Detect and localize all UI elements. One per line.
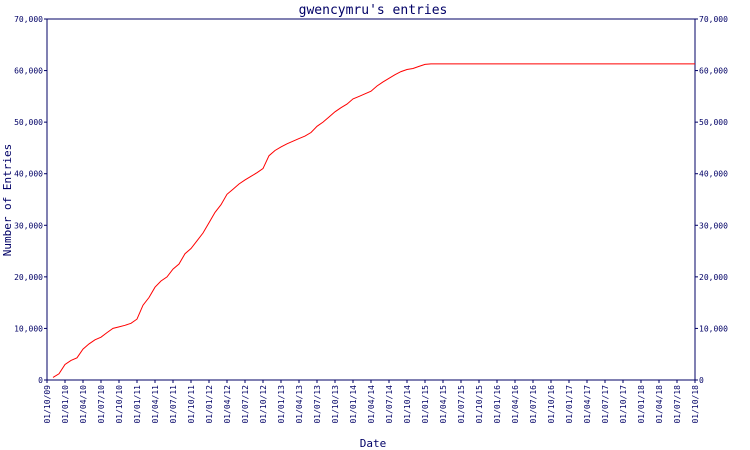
x-tick-label: 01/01/17 — [565, 385, 574, 424]
plot-area — [46, 18, 696, 381]
series-line — [52, 63, 695, 378]
x-tick-label: 01/04/12 — [223, 385, 232, 424]
y-tick-label-right: 10,000 — [699, 324, 728, 333]
x-tick-label: 01/07/13 — [313, 385, 322, 424]
x-tick-label: 01/01/13 — [277, 385, 286, 424]
y-tick-label-left: 20,000 — [14, 273, 43, 282]
x-tick-label: 01/07/11 — [169, 385, 178, 424]
y-tick-label-left: 50,000 — [14, 118, 43, 127]
y-axis-left: 0 10,000 20,000 30,000 40,000 50,000 60,000 70,… — [14, 15, 47, 385]
y-tick-label-right: 40,000 — [699, 170, 728, 179]
x-tick-label: 01/01/10 — [61, 385, 70, 424]
x-tick-label: 01/01/16 — [493, 385, 502, 424]
x-tick-label: 01/10/09 — [43, 385, 52, 424]
y-tick-label-left: 10,000 — [14, 324, 43, 333]
x-tick-label: 01/04/15 — [439, 385, 448, 424]
x-tick-label: 01/10/18 — [691, 385, 700, 424]
x-tick-label: 01/04/16 — [511, 385, 520, 424]
x-tick-label: 01/10/15 — [475, 385, 484, 424]
chart-title: gwencymru's entries — [299, 3, 448, 18]
y-tick-label-left: 40,000 — [14, 170, 43, 179]
x-tick-label: 01/01/11 — [133, 385, 142, 424]
x-tick-label: 01/07/16 — [529, 385, 538, 424]
x-tick-label: 01/01/18 — [637, 385, 646, 424]
x-tick-label: 01/10/17 — [619, 385, 628, 424]
y-tick-label-right: 30,000 — [699, 221, 728, 230]
x-tick-label: 01/04/18 — [655, 385, 664, 424]
x-tick-label: 01/07/17 — [601, 385, 610, 424]
x-tick-label: 01/04/10 — [79, 385, 88, 424]
y-tick-label-right: 20,000 — [699, 273, 728, 282]
x-tick-label: 01/01/15 — [421, 385, 430, 424]
x-tick-label: 01/10/12 — [259, 385, 268, 424]
x-tick-label: 01/04/14 — [367, 385, 376, 424]
y-axis-title: Number of Entries — [1, 144, 14, 257]
x-tick-label: 01/04/13 — [295, 385, 304, 424]
x-tick-label: 01/01/12 — [205, 385, 214, 424]
y-tick-label-right: 60,000 — [699, 67, 728, 76]
x-tick-label: 01/07/12 — [241, 385, 250, 424]
x-tick-label: 01/10/11 — [187, 385, 196, 424]
x-axis-title: Date — [360, 437, 387, 450]
x-tick-label: 01/07/15 — [457, 385, 466, 424]
x-tick-label: 01/07/10 — [97, 385, 106, 424]
y-tick-label-right: 50,000 — [699, 118, 728, 127]
x-tick-label: 01/04/11 — [151, 385, 160, 424]
x-axis: 01/10/09 01/01/10 01/04/10 01/07/10 01/10/10… — [43, 380, 700, 424]
x-tick-label: 01/07/14 — [385, 385, 394, 424]
x-tick-label: 01/10/16 — [547, 385, 556, 424]
x-tick-label: 01/10/13 — [331, 385, 340, 424]
x-tick-label: 01/10/10 — [115, 385, 124, 424]
y-tick-label-left: 70,000 — [14, 15, 43, 24]
x-tick-label: 01/01/14 — [349, 385, 358, 424]
x-tick-label: 01/04/17 — [583, 385, 592, 424]
y-tick-label-left: 60,000 — [14, 67, 43, 76]
y-axis-right: 0 10,000 20,000 30,000 40,000 50,000 60,000 70,… — [695, 15, 728, 385]
x-tick-label: 01/07/18 — [673, 385, 682, 424]
y-tick-label-left: 30,000 — [14, 221, 43, 230]
y-tick-label-left: 0 — [38, 376, 43, 385]
y-tick-label-right: 0 — [699, 376, 704, 385]
x-tick-label: 01/10/14 — [403, 385, 412, 424]
y-tick-label-right: 70,000 — [699, 15, 728, 24]
